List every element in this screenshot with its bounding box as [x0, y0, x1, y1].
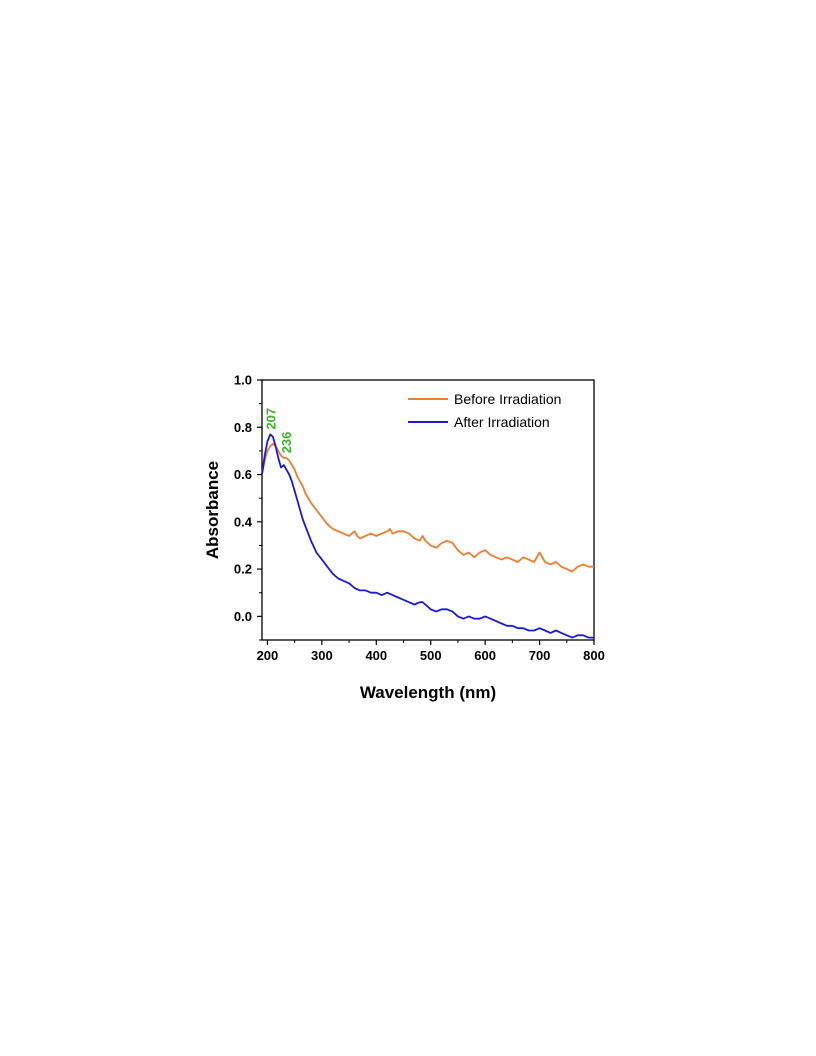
- y-tick-label: 0.8: [234, 420, 252, 435]
- plot-frame: [261, 379, 595, 641]
- series-layer: [261, 433, 594, 639]
- y-tick-label: 0.4: [234, 514, 253, 529]
- series-line-before-irradiation: [261, 442, 594, 573]
- y-tick-label: 0.0: [234, 609, 252, 624]
- x-axis: 200 300 400 500 600 700 800: [257, 640, 605, 663]
- y-axis-title: Absorbance: [203, 461, 222, 559]
- x-tick-label: 500: [420, 648, 442, 663]
- x-tick-label: 600: [474, 648, 496, 663]
- x-tick-label: 200: [257, 648, 279, 663]
- x-tick-label: 700: [529, 648, 551, 663]
- plot-border: [261, 379, 595, 641]
- x-tick-label: 400: [365, 648, 387, 663]
- peak-annotation-label: 207: [263, 408, 278, 430]
- x-tick-label: 300: [311, 648, 333, 663]
- x-axis-title: Wavelength (nm): [360, 683, 496, 702]
- legend-label: Before Irradiation: [454, 391, 561, 407]
- y-tick-label: 0.6: [234, 467, 252, 482]
- y-tick-label: 0.2: [234, 562, 252, 577]
- x-tick-label: 800: [583, 648, 605, 663]
- y-axis: 0.0 0.2 0.4 0.6 0.8 1.0: [234, 373, 262, 641]
- legend-label: After Irradiation: [454, 414, 550, 430]
- series-line-after-irradiation: [261, 433, 594, 639]
- y-tick-label: 1.0: [234, 373, 252, 388]
- legend: Before Irradiation After Irradiation: [408, 391, 561, 430]
- peak-annotation-label: 236: [279, 432, 294, 454]
